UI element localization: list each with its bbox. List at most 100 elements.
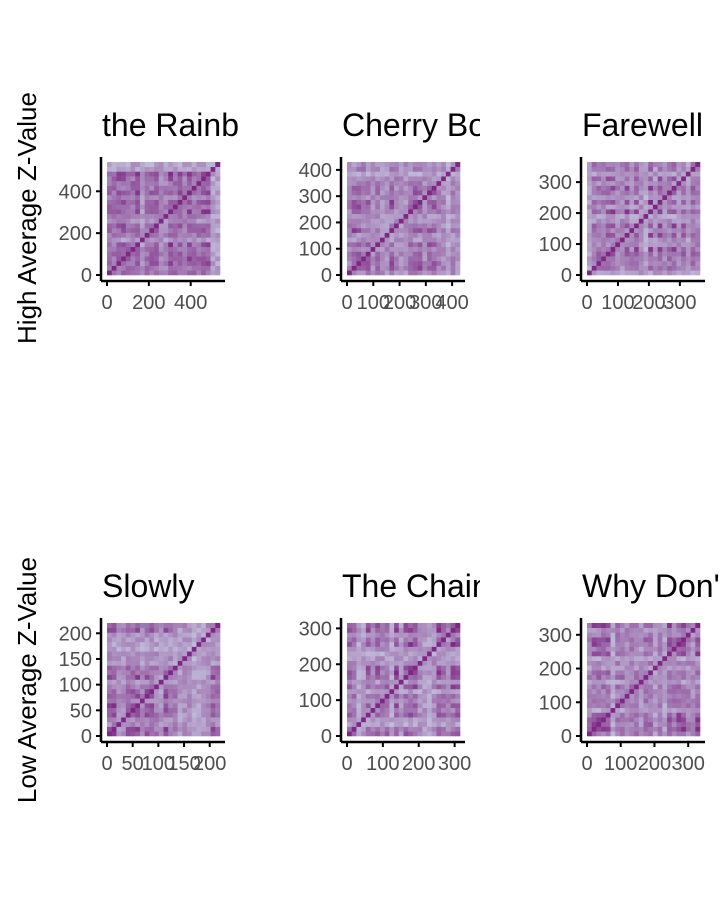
heatmap-cell xyxy=(652,171,658,177)
heatmap-cell xyxy=(111,227,117,233)
heatmap-cell xyxy=(201,627,207,633)
heatmap-cell xyxy=(601,637,607,643)
heatmap-cell xyxy=(417,651,423,657)
heatmap-cell xyxy=(601,674,607,680)
heatmap-cell xyxy=(379,194,385,200)
heatmap-cell xyxy=(624,670,630,676)
heatmap-cell xyxy=(205,717,211,723)
heatmap-cell xyxy=(177,199,183,205)
heatmap-cell xyxy=(135,651,141,657)
heatmap-cell xyxy=(215,185,221,191)
heatmap-cell xyxy=(422,251,428,257)
heatmap-cell xyxy=(431,731,437,737)
heatmap-cell xyxy=(610,731,616,737)
heatmap-cell xyxy=(394,707,400,713)
heatmap-cell xyxy=(351,632,357,638)
heatmap-cell xyxy=(116,646,122,652)
heatmap-cell xyxy=(587,693,593,699)
heatmap-cell xyxy=(356,227,362,233)
heatmap-cell xyxy=(379,731,385,737)
heatmap-cell xyxy=(365,623,371,629)
heatmap-cell xyxy=(427,242,433,248)
heatmap-cell xyxy=(431,726,437,732)
heatmap-cell xyxy=(130,693,136,699)
heatmap-cell xyxy=(356,684,362,690)
heatmap-cell xyxy=(676,726,682,732)
heatmap-cell xyxy=(634,731,640,737)
heatmap-cell xyxy=(125,726,131,732)
heatmap-cell xyxy=(375,731,381,737)
heatmap-cell xyxy=(375,246,381,252)
heatmap-cell xyxy=(121,698,127,704)
heatmap-cell xyxy=(667,176,673,182)
heatmap-cell xyxy=(196,684,202,690)
heatmap-cell xyxy=(417,176,423,182)
heatmap-cell xyxy=(676,185,682,191)
heatmap-cell xyxy=(441,223,447,229)
heatmap-cell xyxy=(356,670,362,676)
heatmap-cell xyxy=(107,712,113,718)
heatmap-cell xyxy=(149,670,155,676)
heatmap-cell xyxy=(389,632,395,638)
y-tick-label: 200 xyxy=(539,203,572,225)
heatmap-cell xyxy=(361,731,367,737)
heatmap-cell xyxy=(365,251,371,257)
heatmap-cell xyxy=(187,707,193,713)
heatmap-cell xyxy=(403,731,409,737)
heatmap-cell xyxy=(450,623,456,629)
heatmap-cell xyxy=(168,660,174,666)
heatmap-cell xyxy=(441,688,447,694)
heatmap-cell xyxy=(210,660,216,666)
heatmap-cell xyxy=(445,246,451,252)
heatmap-cell xyxy=(351,726,357,732)
heatmap-cell xyxy=(351,176,357,182)
heatmap-cell xyxy=(351,260,357,266)
heatmap-cell xyxy=(394,641,400,647)
heatmap-cell xyxy=(351,721,357,727)
heatmap-cell xyxy=(657,726,663,732)
heatmap-cell xyxy=(172,213,178,219)
heatmap-cell xyxy=(685,180,691,186)
heatmap-cell xyxy=(158,651,164,657)
heatmap-cell xyxy=(596,242,602,248)
heatmap-cell xyxy=(215,698,221,704)
heatmap-cell xyxy=(422,665,428,671)
heatmap-cell xyxy=(652,651,658,657)
heatmap-cell xyxy=(191,698,197,704)
heatmap-cell xyxy=(671,684,677,690)
heatmap-cell xyxy=(667,199,673,205)
heatmap-cell xyxy=(149,660,155,666)
heatmap-cell xyxy=(384,176,390,182)
heatmap-cell xyxy=(638,632,644,638)
heatmap-cell xyxy=(191,213,197,219)
heatmap-cell xyxy=(375,651,381,657)
heatmap-cell xyxy=(177,665,183,671)
heatmap-cell xyxy=(601,623,607,629)
heatmap-cell xyxy=(657,670,663,676)
heatmap-cell xyxy=(601,185,607,191)
heatmap-cell xyxy=(605,246,611,252)
heatmap-cell xyxy=(205,227,211,233)
heatmap-cell xyxy=(107,674,113,680)
heatmap-cell xyxy=(629,190,635,196)
heatmap-cell xyxy=(351,717,357,723)
heatmap-cell xyxy=(191,665,197,671)
heatmap-cell xyxy=(182,637,188,643)
heatmap-cell xyxy=(187,232,193,238)
heatmap-cell xyxy=(111,171,117,177)
heatmap-cell xyxy=(182,190,188,196)
heatmap-cell xyxy=(135,627,141,633)
heatmap-cell xyxy=(591,260,597,266)
heatmap-cell xyxy=(191,651,197,657)
heatmap-cell xyxy=(168,176,174,182)
heatmap-cell xyxy=(191,218,197,224)
heatmap-cell xyxy=(177,660,183,666)
heatmap-cell xyxy=(657,731,663,737)
heatmap-cell xyxy=(676,223,682,229)
heatmap-cell xyxy=(168,223,174,229)
heatmap-cell xyxy=(634,623,640,629)
heatmap-cell xyxy=(163,194,169,200)
heatmap-cell xyxy=(351,641,357,647)
heatmap-cell xyxy=(351,190,357,196)
heatmap-cell xyxy=(629,162,635,168)
